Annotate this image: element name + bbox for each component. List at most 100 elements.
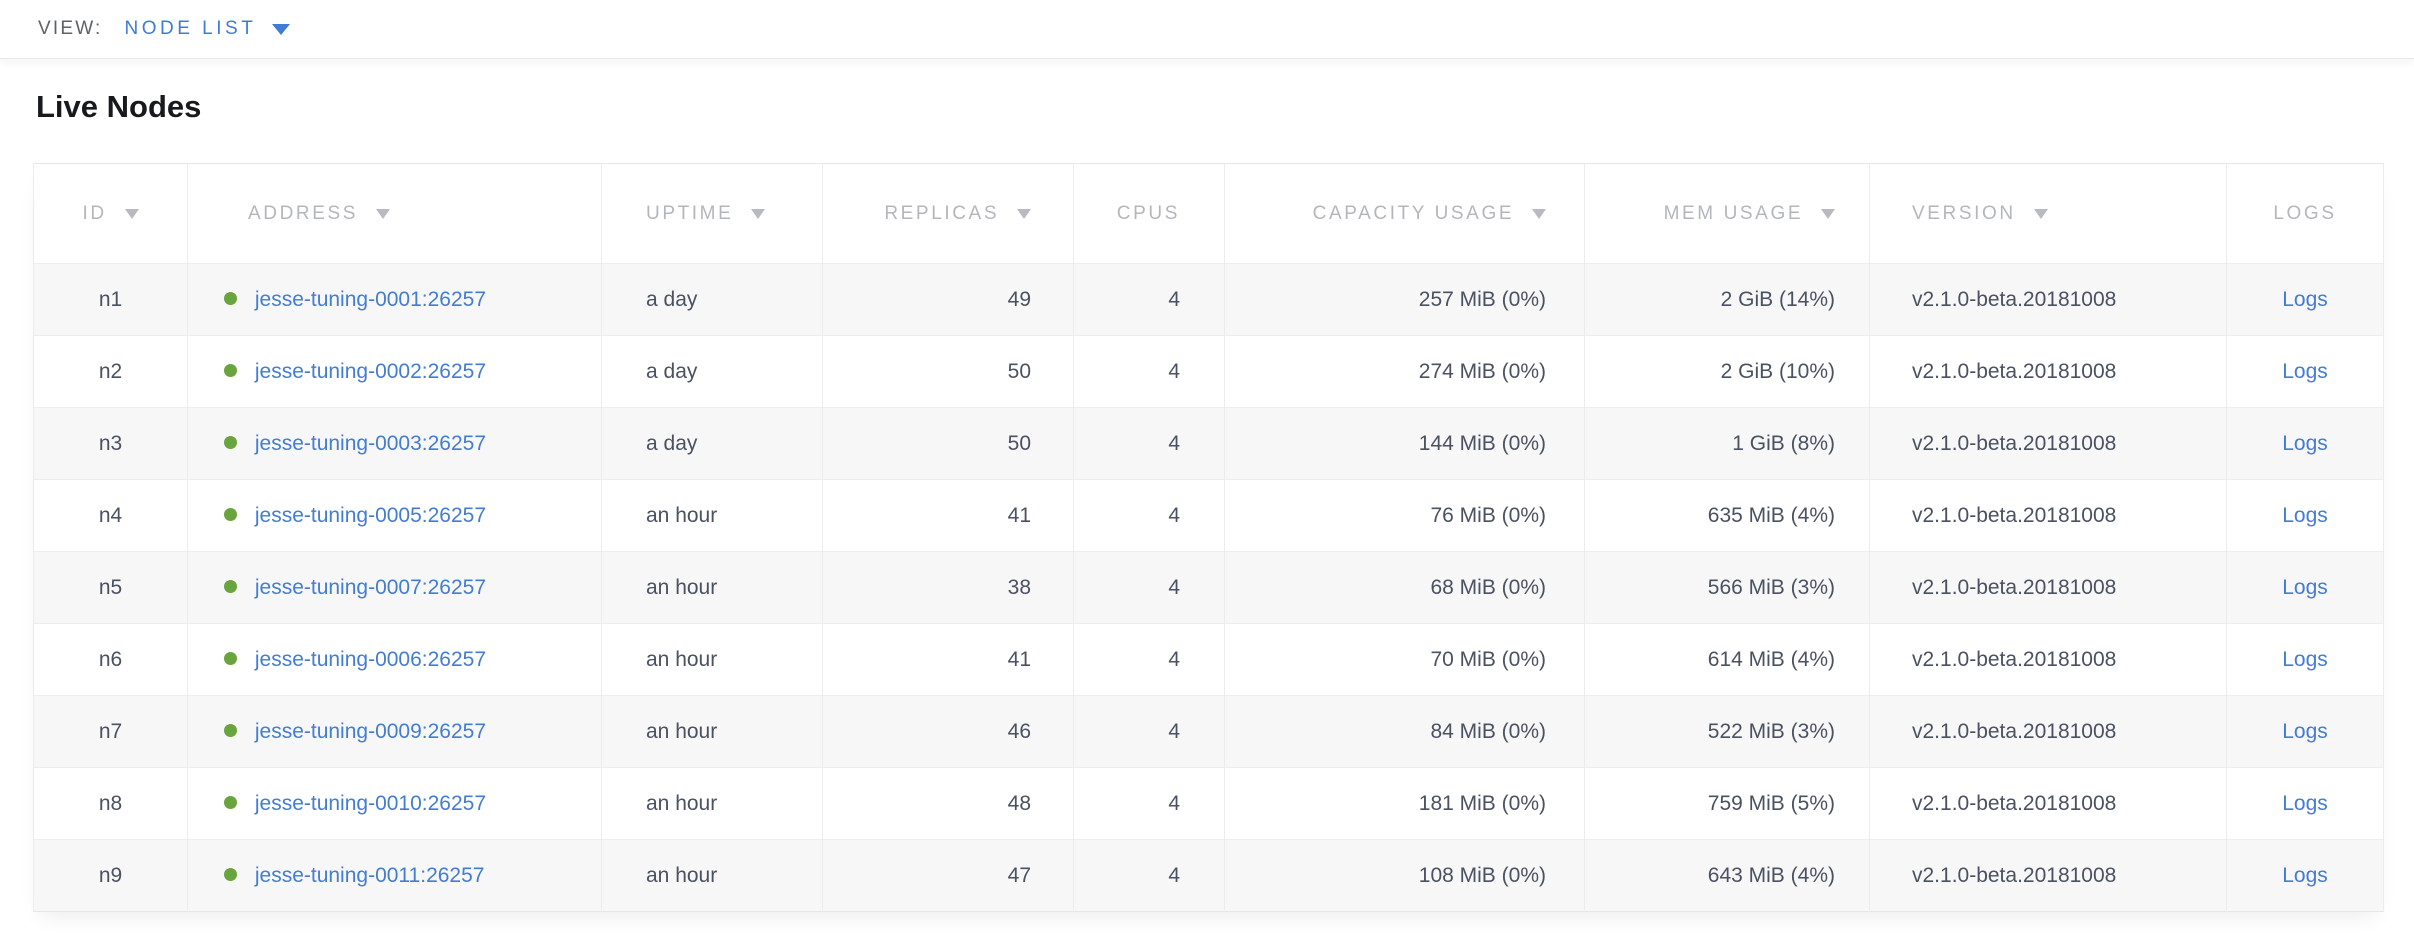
table-row: n3 jesse-tuning-0003:26257 a day 50 4 14…	[33, 407, 2384, 480]
node-id-cell: n5	[33, 551, 188, 624]
column-header-label: ID	[82, 202, 107, 224]
node-id-cell: n8	[33, 767, 188, 840]
node-mem-usage-cell: 643 MiB (4%)	[1584, 839, 1870, 912]
node-logs-link[interactable]: Logs	[2282, 503, 2328, 527]
column-header-logs: LOGS	[2226, 163, 2384, 264]
node-replicas-cell: 48	[822, 767, 1074, 840]
sort-desc-icon	[1532, 208, 1546, 219]
node-address-link[interactable]: jesse-tuning-0005:26257	[254, 503, 487, 527]
node-status-dot-icon	[224, 651, 237, 665]
node-address-link[interactable]: jesse-tuning-0007:26257	[254, 575, 487, 599]
node-address-link[interactable]: jesse-tuning-0010:26257	[254, 791, 487, 815]
sort-desc-icon	[375, 208, 390, 219]
view-label: VIEW:	[38, 18, 103, 39]
column-header-label: CPUS	[1116, 202, 1180, 224]
node-address-cell: jesse-tuning-0001:26257	[187, 263, 602, 336]
node-address-cell: jesse-tuning-0011:26257	[187, 839, 602, 912]
column-header-replicas[interactable]: REPLICAS	[822, 163, 1074, 264]
node-address-link[interactable]: jesse-tuning-0011:26257	[254, 863, 485, 887]
node-version-cell: v2.1.0-beta.20181008	[1869, 623, 2227, 696]
column-header-address[interactable]: ADDRESS	[187, 163, 602, 264]
node-status-dot-icon	[224, 579, 237, 593]
node-address-link[interactable]: jesse-tuning-0009:26257	[254, 719, 487, 743]
column-header-label: ADDRESS	[248, 202, 359, 224]
node-replicas-cell: 38	[822, 551, 1074, 624]
column-header-label: MEM USAGE	[1663, 202, 1804, 224]
node-address-link[interactable]: jesse-tuning-0006:26257	[254, 647, 487, 671]
node-version-cell: v2.1.0-beta.20181008	[1869, 407, 2227, 480]
node-capacity-usage-cell: 84 MiB (0%)	[1224, 695, 1585, 768]
view-selected-value: NODE LIST	[124, 18, 257, 39]
table-row: n6 jesse-tuning-0006:26257 an hour 41 4 …	[33, 623, 2384, 696]
column-header-label: REPLICAS	[884, 202, 1000, 224]
sort-desc-icon	[124, 208, 139, 219]
node-logs-link[interactable]: Logs	[2282, 719, 2328, 743]
node-version-cell: v2.1.0-beta.20181008	[1869, 767, 2227, 840]
column-header-mem-usage[interactable]: MEM USAGE	[1584, 163, 1870, 264]
table-row: n7 jesse-tuning-0009:26257 an hour 46 4 …	[33, 695, 2384, 768]
node-id-cell: n1	[33, 263, 188, 336]
node-cpus-cell: 4	[1073, 623, 1225, 696]
node-status-dot-icon	[224, 867, 237, 881]
node-cpus-cell: 4	[1073, 695, 1225, 768]
column-header-label: CAPACITY USAGE	[1312, 202, 1515, 224]
node-uptime-cell: an hour	[601, 839, 823, 912]
node-logs-link[interactable]: Logs	[2282, 647, 2328, 671]
node-logs-link[interactable]: Logs	[2282, 431, 2328, 455]
node-version-cell: v2.1.0-beta.20181008	[1869, 551, 2227, 624]
node-cpus-cell: 4	[1073, 407, 1225, 480]
column-header-label: VERSION	[1912, 202, 2016, 224]
node-mem-usage-cell: 614 MiB (4%)	[1584, 623, 1870, 696]
node-address-cell: jesse-tuning-0003:26257	[187, 407, 602, 480]
column-header-uptime[interactable]: UPTIME	[601, 163, 823, 264]
node-capacity-usage-cell: 76 MiB (0%)	[1224, 479, 1585, 552]
node-logs-link[interactable]: Logs	[2282, 575, 2328, 599]
page-title: Live Nodes	[36, 89, 202, 124]
node-logs-link[interactable]: Logs	[2282, 359, 2328, 383]
column-header-id[interactable]: ID	[33, 163, 188, 264]
column-header-cpus: CPUS	[1073, 163, 1225, 264]
node-logs-cell: Logs	[2226, 767, 2384, 840]
node-replicas-cell: 50	[822, 407, 1074, 480]
node-id-cell: n4	[33, 479, 188, 552]
node-capacity-usage-cell: 274 MiB (0%)	[1224, 335, 1585, 408]
node-logs-cell: Logs	[2226, 551, 2384, 624]
node-id-cell: n3	[33, 407, 188, 480]
node-capacity-usage-cell: 144 MiB (0%)	[1224, 407, 1585, 480]
node-address-cell: jesse-tuning-0010:26257	[187, 767, 602, 840]
node-uptime-cell: an hour	[601, 695, 823, 768]
column-header-version[interactable]: VERSION	[1869, 163, 2227, 264]
node-mem-usage-cell: 522 MiB (3%)	[1584, 695, 1870, 768]
node-version-cell: v2.1.0-beta.20181008	[1869, 839, 2227, 912]
node-cpus-cell: 4	[1073, 263, 1225, 336]
node-logs-link[interactable]: Logs	[2282, 863, 2328, 887]
table-row: n8 jesse-tuning-0010:26257 an hour 48 4 …	[33, 767, 2384, 840]
node-cpus-cell: 4	[1073, 839, 1225, 912]
node-capacity-usage-cell: 68 MiB (0%)	[1224, 551, 1585, 624]
node-address-link[interactable]: jesse-tuning-0002:26257	[254, 359, 487, 383]
node-logs-link[interactable]: Logs	[2282, 791, 2328, 815]
node-capacity-usage-cell: 108 MiB (0%)	[1224, 839, 1585, 912]
node-address-link[interactable]: jesse-tuning-0001:26257	[254, 287, 487, 311]
node-mem-usage-cell: 1 GiB (8%)	[1584, 407, 1870, 480]
node-logs-link[interactable]: Logs	[2282, 287, 2328, 311]
node-id-cell: n6	[33, 623, 188, 696]
node-status-dot-icon	[224, 723, 237, 737]
node-status-dot-icon	[224, 795, 237, 809]
node-address-link[interactable]: jesse-tuning-0003:26257	[254, 431, 487, 455]
column-header-capacity-usage[interactable]: CAPACITY USAGE	[1224, 163, 1585, 264]
node-capacity-usage-cell: 70 MiB (0%)	[1224, 623, 1585, 696]
node-version-cell: v2.1.0-beta.20181008	[1869, 263, 2227, 336]
node-logs-cell: Logs	[2226, 839, 2384, 912]
node-status-dot-icon	[224, 363, 237, 377]
column-header-label: UPTIME	[646, 202, 734, 224]
sort-desc-icon	[751, 208, 766, 219]
node-mem-usage-cell: 2 GiB (14%)	[1584, 263, 1870, 336]
sort-desc-icon	[1017, 208, 1031, 219]
node-uptime-cell: an hour	[601, 623, 823, 696]
table-header: ID ADDRESS UPTIME REPLICAS CPUS CAPACITY…	[33, 163, 2384, 264]
node-logs-cell: Logs	[2226, 479, 2384, 552]
node-address-cell: jesse-tuning-0007:26257	[187, 551, 602, 624]
view-bar: VIEW: NODE LIST	[0, 0, 2414, 59]
view-selector-dropdown[interactable]: NODE LIST	[125, 18, 291, 40]
